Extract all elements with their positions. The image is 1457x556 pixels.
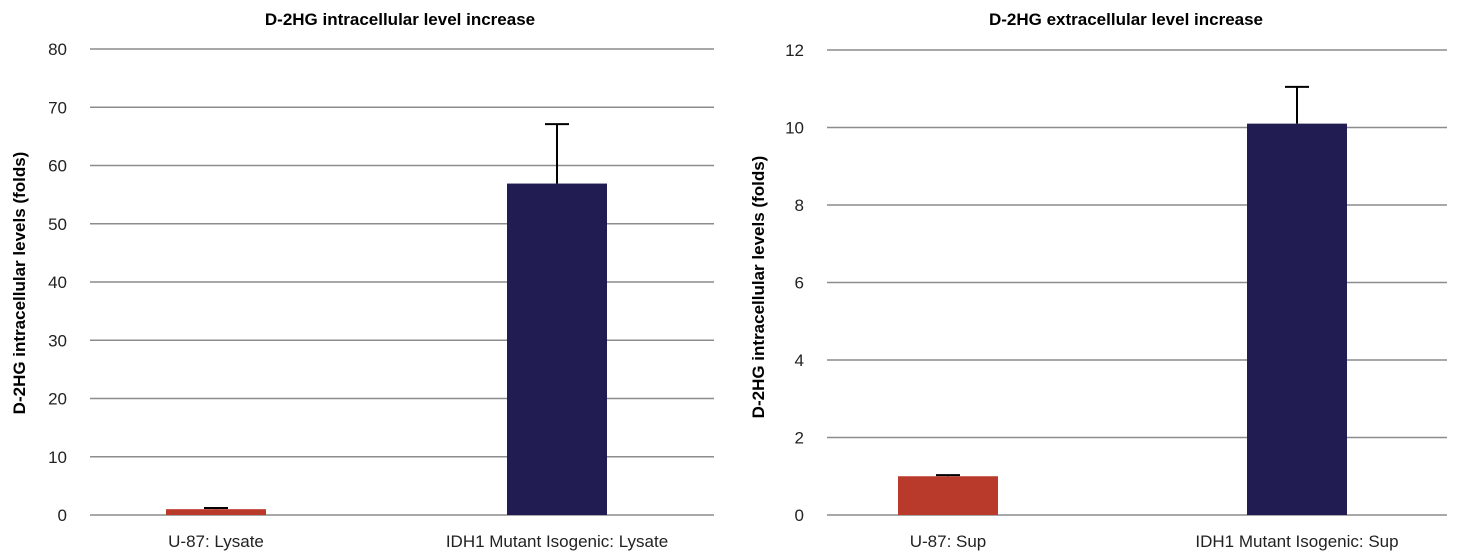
y-tick-label: 0 xyxy=(795,506,804,525)
error-bar xyxy=(936,474,960,477)
chart-intracellular: D-2HG intracellular level increase D-2HG… xyxy=(10,10,714,551)
bar xyxy=(507,183,607,515)
bar xyxy=(166,509,266,515)
y-tick-label: 30 xyxy=(48,331,67,350)
y-tick-label: 2 xyxy=(795,429,804,448)
y-tick-label: 70 xyxy=(48,98,67,117)
y-tick-label: 50 xyxy=(48,215,67,234)
error-bar xyxy=(1285,85,1309,124)
error-bar xyxy=(204,507,228,510)
error-bar xyxy=(545,123,569,184)
y-tick-label: 10 xyxy=(785,119,804,138)
x-tick-label: U-87: Sup xyxy=(910,532,987,551)
x-tick-label: IDH1 Mutant Isogenic: Sup xyxy=(1195,532,1398,551)
y-tick-label: 6 xyxy=(795,274,804,293)
y-tick-label: 4 xyxy=(795,351,804,370)
chart-title: D-2HG extracellular level increase xyxy=(989,10,1263,29)
y-tick-label: 40 xyxy=(48,273,67,292)
y-tick-label: 20 xyxy=(48,390,67,409)
bar xyxy=(1247,123,1347,515)
y-tick-label: 60 xyxy=(48,157,67,176)
x-tick-label: IDH1 Mutant Isogenic: Lysate xyxy=(446,532,668,551)
y-axis-label: D-2HG intracellular levels (folds) xyxy=(749,156,768,419)
bar xyxy=(898,476,998,515)
y-tick-label: 8 xyxy=(795,196,804,215)
chart-extracellular: D-2HG extracellular level increase D-2HG… xyxy=(749,10,1447,551)
x-tick-label: U-87: Lysate xyxy=(168,532,264,551)
y-tick-label: 12 xyxy=(785,41,804,60)
chart-title: D-2HG intracellular level increase xyxy=(265,10,535,29)
y-tick-label: 10 xyxy=(48,448,67,467)
y-tick-label: 80 xyxy=(48,40,67,59)
y-tick-label: 0 xyxy=(58,506,67,525)
y-axis-label: D-2HG intracellular levels (folds) xyxy=(10,152,29,415)
